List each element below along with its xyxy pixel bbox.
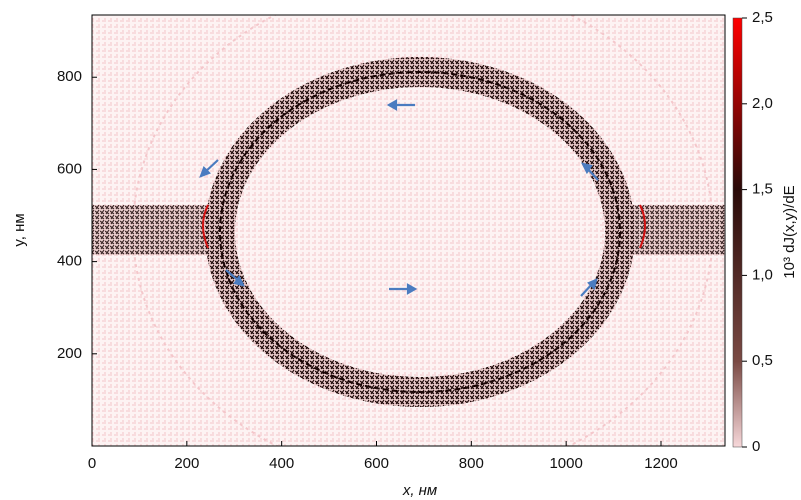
x-tick-label: 800 — [459, 455, 484, 472]
y-tick-label: 400 — [57, 253, 82, 270]
x-tick-label: 0 — [88, 455, 96, 472]
colorbar — [733, 18, 742, 447]
field — [92, 0, 725, 480]
colorbar-tick-label: 2,0 — [752, 95, 773, 112]
x-tick-label: 600 — [364, 455, 389, 472]
colorbar-tick-label: 0,5 — [752, 352, 773, 369]
colorbar-tick-label: 1,0 — [752, 266, 773, 283]
y-tick-label: 200 — [57, 345, 82, 362]
x-tick-label: 400 — [269, 455, 294, 472]
x-axis-label: x, нм — [402, 482, 437, 499]
y-tick-label: 800 — [57, 68, 82, 85]
colorbar-tick-label: 1,5 — [752, 181, 773, 198]
colorbar-tick-label: 2,5 — [752, 9, 773, 26]
chart: x, нм y, нм 10³ dJ(x,y)/dE 0 200 400 600 800… — [0, 0, 801, 500]
y-axis-label: y, нм — [11, 213, 28, 246]
y-tick-label: 600 — [57, 160, 82, 177]
colorbar-tick-label: 0 — [752, 438, 760, 455]
x-tick-label: 200 — [174, 455, 199, 472]
colorbar-label: 10³ dJ(x,y)/dE — [781, 185, 798, 278]
x-tick-label: 1200 — [644, 455, 677, 472]
x-tick-label: 1000 — [549, 455, 582, 472]
